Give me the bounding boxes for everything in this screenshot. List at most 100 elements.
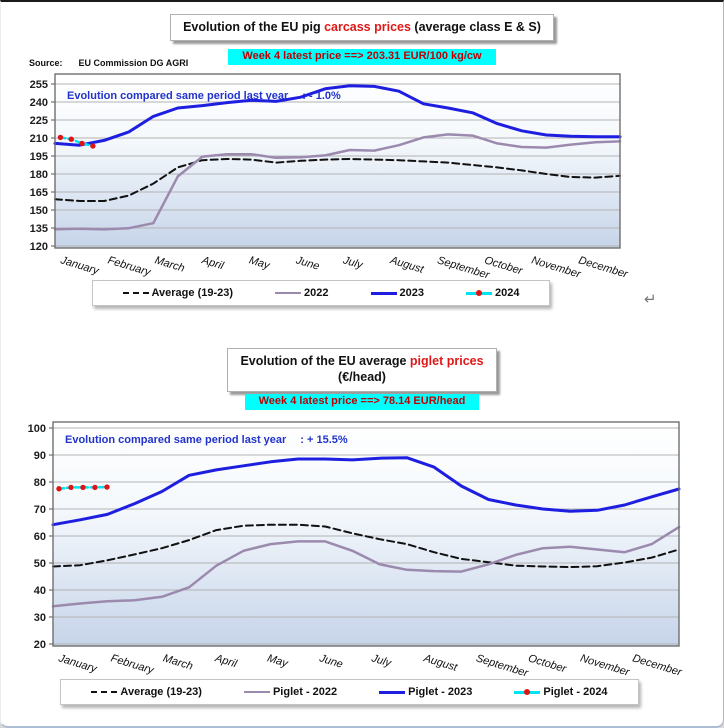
x-month-label: October xyxy=(527,652,569,675)
carcass-banner-row: Week 4 latest price ==> 203.31 EUR/100 k… xyxy=(1,46,723,65)
piglet-legend-wrap: Average (19-23) Piglet - 2022 Piglet - 202… xyxy=(17,679,682,705)
piglet-title-pre: Evolution of the EU average xyxy=(240,354,410,368)
series-marker-piglet-2024 xyxy=(68,484,74,491)
annotation-piglet: Evolution compared same period last year… xyxy=(65,434,348,446)
series-marker-piglet-2024 xyxy=(80,484,86,491)
x-month-label: April xyxy=(213,652,239,670)
x-month-label: June xyxy=(294,254,321,273)
legend-sample-average-19-23 xyxy=(122,292,149,294)
piglet-title-row: Evolution of the EU average piglet price… xyxy=(1,348,723,392)
legend-sample-2022 xyxy=(275,291,302,295)
legend-item-piglet-2024: Piglet - 2024 xyxy=(514,686,608,698)
legend-item-2023: 2023 xyxy=(370,287,424,299)
legend-label-piglet-2023: Piglet - 2023 xyxy=(408,686,473,698)
piglet-chart-title: Evolution of the EU average piglet price… xyxy=(227,348,497,392)
series-line-piglet-2023 xyxy=(51,456,681,527)
x-month-label: April xyxy=(199,254,225,272)
carcass-title-post: (average class E & S) xyxy=(410,20,541,34)
series-marker-piglet-2024 xyxy=(56,486,62,492)
legend-sample-average-19-23 xyxy=(91,691,118,693)
legend-item-piglet-2022: Piglet - 2022 xyxy=(243,686,338,698)
x-month-label: February xyxy=(106,254,153,279)
y-tick-label: 90 xyxy=(34,450,46,462)
carcass-chart-svg: 120 135 150 165 180 195 210 225 240 255 January Feb… xyxy=(30,73,630,282)
legend-item-average-19-23: Average (19-23) xyxy=(122,287,234,299)
legend-label-average-19-23: Average (19-23) xyxy=(120,686,202,698)
legend-label-average-19-23: Average (19-23) xyxy=(151,287,234,299)
x-month-label: May xyxy=(247,254,272,272)
series-line-2023 xyxy=(53,84,622,147)
piglet-banner-row: Week 4 latest price ==> 78.14 EUR/head xyxy=(1,391,723,410)
y-tick-label: 70 xyxy=(34,504,46,516)
carcass-legend: Average (19-23) 2022 2023 2024 xyxy=(91,280,551,306)
series-marker-2024 xyxy=(79,140,85,147)
y-tick-label: 20 xyxy=(34,639,46,651)
x-month-label: January xyxy=(56,652,99,676)
x-month-label: November xyxy=(530,254,583,281)
y-tick-label: 60 xyxy=(34,531,46,543)
x-month-label: July xyxy=(341,254,366,272)
x-month-label: March xyxy=(161,652,194,672)
y-tick-label: 30 xyxy=(34,612,46,624)
series-line-2024 xyxy=(59,136,95,148)
y-tick-label: 255 xyxy=(30,79,48,91)
y-tick-label: 40 xyxy=(34,585,46,597)
y-tick-label: 240 xyxy=(30,97,48,109)
legend-item-2022: 2022 xyxy=(275,287,329,299)
series-marker-2024 xyxy=(90,143,96,149)
carcass-title-pre: Evolution of the EU pig xyxy=(183,20,325,34)
source-line: Source: EU Commission DG AGRI xyxy=(29,58,188,68)
carcass-latest-price-banner: Week 4 latest price ==> 203.31 EUR/100 k… xyxy=(228,49,496,65)
series-marker-piglet-2024 xyxy=(104,484,110,490)
y-tick-label: 100 xyxy=(28,423,46,435)
x-month-label: August xyxy=(421,652,459,674)
y-tick-label: 50 xyxy=(34,558,46,570)
series-marker-2024 xyxy=(68,136,74,142)
legend-sample-piglet-2024 xyxy=(514,689,541,695)
legend-sample-piglet-2023 xyxy=(379,690,406,694)
y-tick-label: 135 xyxy=(30,223,48,235)
x-month-label: January xyxy=(58,254,101,278)
return-arrow-icon: ↵ xyxy=(644,290,657,308)
piglet-legend: Average (19-23) Piglet - 2022 Piglet - 202… xyxy=(60,679,639,705)
x-month-label: March xyxy=(153,254,186,274)
source-label: Source: xyxy=(29,58,63,68)
legend-label-piglet-2024: Piglet - 2024 xyxy=(543,686,608,698)
legend-item-average-19-23: Average (19-23) xyxy=(91,686,202,698)
piglet-title-red: piglet prices xyxy=(409,354,484,368)
y-tick-label: 165 xyxy=(30,187,48,199)
carcass-title-red: carcass prices xyxy=(324,20,411,34)
legend-label-piglet-2022: Piglet - 2022 xyxy=(272,686,338,698)
legend-label-2023: 2023 xyxy=(399,287,424,299)
y-tick-label: 180 xyxy=(30,169,48,181)
y-tick-label: 150 xyxy=(30,205,48,217)
x-month-label: September xyxy=(436,254,492,282)
carcass-legend-wrap: Average (19-23) 2022 2023 2024 xyxy=(19,280,623,306)
x-month-label: November xyxy=(579,652,632,679)
x-month-label: May xyxy=(266,652,291,670)
y-tick-label: 210 xyxy=(30,133,48,145)
legend-sample-2023 xyxy=(370,291,397,295)
x-month-label: December xyxy=(577,254,630,281)
x-month-label: February xyxy=(109,652,156,677)
y-tick-label: 80 xyxy=(34,477,46,489)
legend-item-piglet-2023: Piglet - 2023 xyxy=(379,686,472,698)
legend-label-2022: 2022 xyxy=(304,287,329,299)
series-marker-piglet-2024 xyxy=(92,484,98,491)
carcass-title-row: Evolution of the EU pig carcass prices (… xyxy=(1,14,723,42)
y-tick-label: 195 xyxy=(30,151,48,163)
y-tick-label: 120 xyxy=(30,241,48,253)
series-line-average-19-23 xyxy=(54,158,621,202)
annotation-carcass: Evolution compared same period last year… xyxy=(67,90,341,102)
legend-item-2024: 2024 xyxy=(466,287,519,299)
series-line-average-19-23 xyxy=(52,523,680,569)
x-month-label: July xyxy=(369,652,394,670)
x-month-label: June xyxy=(317,652,344,671)
legend-sample-piglet-2022 xyxy=(243,690,270,694)
legend-label-2024: 2024 xyxy=(495,287,520,299)
series-line-2022 xyxy=(53,133,622,231)
legend-marker-dot xyxy=(524,689,531,695)
series-marker-2024 xyxy=(57,134,64,141)
y-tick-label: 225 xyxy=(30,115,48,127)
